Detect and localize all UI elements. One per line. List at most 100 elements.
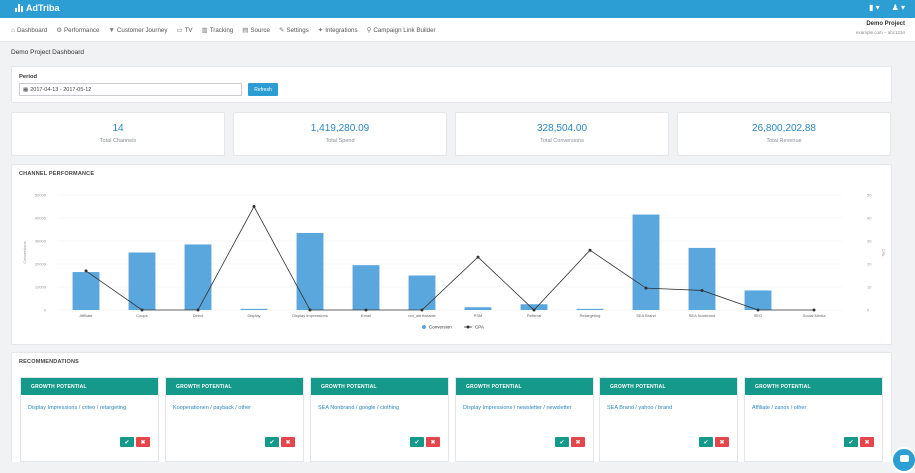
y-axis-label-left: Conversions [22,241,27,263]
recommendation-link[interactable]: Affiliate / zanox / other [752,405,807,411]
reject-button[interactable]: ✖ [136,437,150,447]
recommendation-link[interactable]: Display Impressions / newsletter / newsl… [463,405,572,411]
nav-label: Tracking [209,26,234,34]
x-tick-label: Direct [193,313,204,318]
point-cpa [140,308,144,312]
recommendation-link[interactable]: SEA Nonbrand / google / clothing [318,405,400,411]
nav-item-settings[interactable]: ✎ Settings [278,26,309,35]
accept-button[interactable]: ✔ [699,437,713,447]
nav-item-dashboard[interactable]: ⌂ Dashboard [11,26,47,34]
stat-value: 328,504.00 [536,123,588,134]
y-tick-left: 50000 [35,193,47,198]
point-cpa [308,308,312,312]
nav-item-source[interactable]: ▤ Source [242,26,270,35]
stat-label: Total Channels [99,138,137,144]
legend-label-cpa: CPA [475,325,484,330]
accept-button[interactable]: ✔ [410,437,424,447]
nav-item-tracking[interactable]: ▥ Tracking [202,26,234,35]
page-title: Demo Project Dashboard [11,49,84,56]
apps-menu-button[interactable]: ▮ ▾ [868,3,880,12]
stat-label: Total Revenue [766,138,802,144]
accept-button[interactable]: ✔ [844,437,858,447]
accept-button[interactable]: ✔ [555,437,569,447]
recommendations-title: RECOMMENDATIONS [19,359,80,365]
y-axis-label-right: CPA [881,249,886,257]
legend-marker-cpa [466,325,470,329]
y-tick-left: 10000 [35,285,47,290]
recommendation-link[interactable]: Display Impressions / criteo / retargeti… [28,405,127,411]
nav-item-campaign-link-builder[interactable]: ⚲ Campaign Link Builder [366,26,436,35]
point-cpa [420,308,424,312]
nav-icon: ⚙ [56,27,63,34]
nav-item-customer-journey[interactable]: ▼ Customer Journey [108,26,167,34]
stat-total-revenue: 26,800,202.88 Total Revenue [677,112,891,156]
bar-conversion [744,290,772,310]
nav-icon: ▭ [176,27,183,34]
bar-conversion [688,247,716,310]
date-range-input[interactable]: ▦ 2017-04-13 - 2017-05-12 [19,83,242,96]
y-tick-left: 20000 [35,262,47,267]
reject-button[interactable]: ✖ [571,437,585,447]
reject-button[interactable]: ✖ [281,437,295,447]
x-tick-label: SEA Brand [636,313,656,318]
x-tick-label: Display [247,313,260,318]
brand-logo[interactable]: AdTriba [15,3,60,13]
recommendation-card: GROWTH POTENTIAL SEA Brand / yahoo / bran… [599,377,738,462]
y-tick-right: 20 [867,262,872,267]
reject-button[interactable]: ✖ [426,437,440,447]
x-tick-label: Retargeting [580,313,601,318]
nav-icon: ⚲ [366,27,372,34]
x-tick-label: Coops [136,313,148,318]
x-tick-label: Email [361,313,371,318]
calendar-icon: ▦ [23,86,29,93]
close-icon: ✖ [140,439,146,446]
bar-conversion [72,272,100,310]
nav-label: Customer Journey [116,26,168,34]
y-tick-left: 40000 [35,216,47,221]
nav-item-tv[interactable]: ▭ TV [176,26,192,35]
point-cpa [812,308,816,312]
point-cpa [196,308,200,312]
recommendation-header: GROWTH POTENTIAL [311,378,448,395]
nav-item-performance[interactable]: ⚙ Performance [56,26,100,35]
bar-conversion [408,275,436,310]
user-menu-button[interactable]: ♟ ▾ [891,3,905,12]
chart-title: CHANNEL PERFORMANCE [19,171,95,177]
nav-icon: ⌂ [11,26,15,34]
close-icon: ✖ [719,439,725,446]
close-icon: ✖ [864,439,870,446]
reject-button[interactable]: ✖ [715,437,729,447]
top-bar: AdTriba ▮ ▾ ♟ ▾ [0,0,915,18]
y-tick-right: 50 [867,193,872,198]
close-icon: ✖ [285,439,291,446]
check-icon: ✔ [124,439,130,446]
accept-button[interactable]: ✔ [120,437,134,447]
nav-label: Source [250,26,270,34]
point-cpa [700,288,704,292]
nav-icon: ✎ [278,27,285,34]
y-tick-right: 30 [867,239,872,244]
recommendation-card: GROWTH POTENTIAL Kooperationen / payback … [165,377,304,462]
nav-item-integrations[interactable]: ✦ Integrations [318,26,358,35]
brand-name: AdTriba [26,3,60,13]
nav-label: Performance [64,26,100,34]
accept-button[interactable]: ✔ [265,437,279,447]
recommendation-link[interactable]: SEA Brand / yahoo / brand [607,405,673,411]
x-tick-label: SEA Nonbrand [689,313,715,318]
bar-conversion [352,265,380,310]
close-icon: ✖ [575,439,581,446]
point-cpa [364,308,368,312]
line-cpa [85,205,814,311]
project-selector[interactable]: Demo Project example.com – abc1234 [856,21,905,35]
point-cpa [756,308,760,312]
recommendation-header: GROWTH POTENTIAL [166,378,303,395]
recommendation-header: GROWTH POTENTIAL [21,378,158,395]
recommendation-link[interactable]: Kooperationen / payback / other [173,405,251,411]
stat-label: Total Spend [325,138,355,144]
main-navigation: ⌂ Dashboard ⚙ Performance ▼ Customer Journey ▭… [0,18,915,42]
refresh-button[interactable]: Refresh [248,83,278,96]
reject-button[interactable]: ✖ [860,437,874,447]
chat-button[interactable] [891,447,915,473]
check-icon: ✔ [848,439,854,446]
point-cpa [532,308,536,312]
